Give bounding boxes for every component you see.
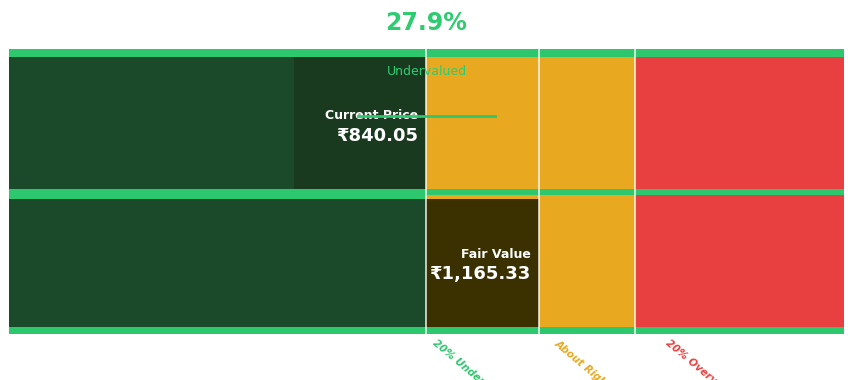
Text: 27.9%: 27.9% xyxy=(385,11,467,35)
Text: ₹840.05: ₹840.05 xyxy=(336,127,417,145)
Bar xyxy=(9,199,538,327)
Text: ₹1,165.33: ₹1,165.33 xyxy=(429,266,530,283)
Text: 20% Undervalued: 20% Undervalued xyxy=(430,338,515,380)
Bar xyxy=(426,49,538,334)
Text: About Right: About Right xyxy=(552,338,612,380)
Bar xyxy=(9,327,843,334)
Bar xyxy=(9,49,843,57)
Bar xyxy=(9,57,426,192)
Bar xyxy=(426,199,538,327)
Bar xyxy=(9,49,426,334)
Text: Current Price: Current Price xyxy=(325,109,417,122)
Bar xyxy=(294,57,426,192)
Text: Undervalued: Undervalued xyxy=(386,65,466,78)
Text: 20% Overvalued: 20% Overvalued xyxy=(663,338,742,380)
Bar xyxy=(538,49,635,334)
Bar xyxy=(9,188,843,195)
Bar xyxy=(635,49,843,334)
Text: Fair Value: Fair Value xyxy=(460,248,530,261)
